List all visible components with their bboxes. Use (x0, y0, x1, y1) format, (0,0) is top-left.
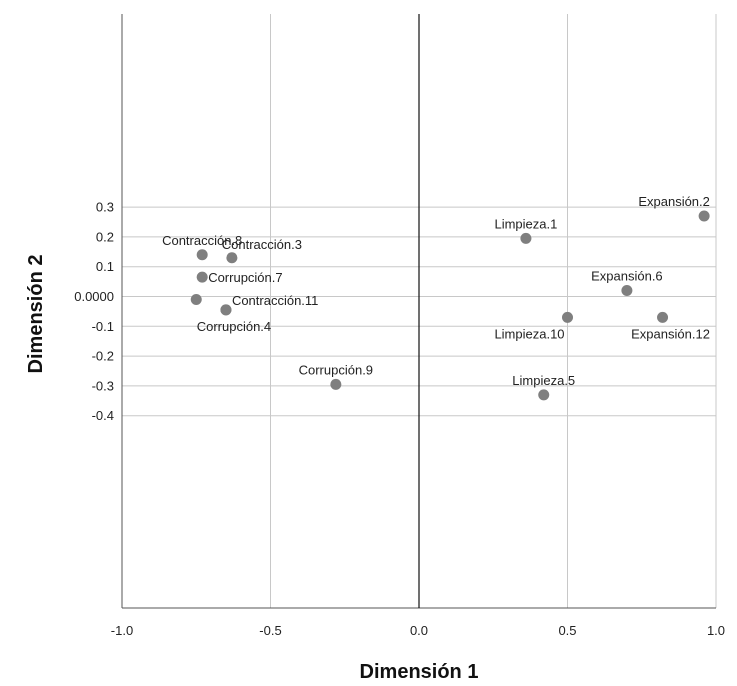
scatter-point (621, 285, 633, 297)
y-tick-label: 0.3 (96, 200, 114, 215)
point-label: Limpieza.1 (494, 216, 557, 231)
scatter-point (226, 252, 238, 264)
point-label: Limpieza.5 (512, 373, 575, 388)
point-label: Corrupción.7 (208, 270, 282, 285)
x-tick-label: 0.5 (558, 623, 576, 638)
y-tick-label: -0.2 (92, 349, 114, 364)
point-label: Corrupción.9 (299, 362, 373, 377)
axes (121, 14, 716, 609)
x-tick-label: -0.5 (259, 623, 281, 638)
scatter-point (562, 311, 573, 323)
point-labels: Expansión.2 Limpieza.1 Expansión.6 Limpieza… (162, 194, 710, 388)
tick-labels: -1.0 -0.5 0.0 0.5 1.0 0.3 0.2 0.1 0.0000 -0.1 -0.2… (74, 200, 725, 638)
scatter-point (196, 249, 208, 261)
scatter-point (657, 311, 669, 323)
y-tick-label: -0.3 (92, 378, 114, 393)
y-tick-label: 0.1 (96, 259, 114, 274)
point-label: Corrupción.4 (197, 319, 271, 334)
point-label: Limpieza.10 (494, 326, 564, 341)
point-label: Expansión.2 (638, 194, 710, 209)
y-axis-title: Dimensión 2 (25, 255, 47, 374)
scatter-point (520, 232, 532, 244)
point-label: Contracción.3 (222, 237, 302, 252)
point-label: Expansión.12 (631, 326, 710, 341)
scatter-point (698, 210, 710, 222)
data-points (190, 210, 710, 401)
point-label: Expansión.6 (591, 269, 663, 284)
y-tick-label: 0.0000 (74, 289, 114, 304)
x-axis-title: Dimensión 1 (360, 661, 479, 683)
y-tick-label: -0.4 (92, 408, 114, 423)
scatter-point (538, 389, 550, 401)
scatter-point (190, 293, 202, 305)
scatter-point (330, 378, 342, 390)
x-tick-label: -1.0 (111, 623, 133, 638)
scatter-point (196, 271, 208, 283)
scatter-point (220, 304, 232, 316)
x-tick-label: 0.0 (410, 623, 428, 638)
point-label: Contracción.8 (162, 233, 242, 248)
y-tick-label: -0.1 (92, 319, 114, 334)
point-label: Contracción.11 (232, 293, 318, 308)
x-tick-label: 1.0 (707, 623, 725, 638)
y-tick-label: 0.2 (96, 229, 114, 244)
